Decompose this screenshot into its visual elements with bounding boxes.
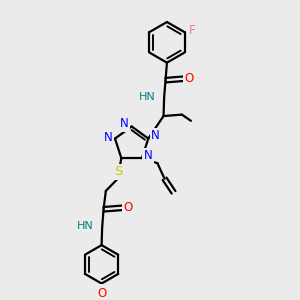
Text: O: O	[123, 201, 132, 214]
Text: F: F	[189, 24, 196, 37]
Text: O: O	[184, 72, 193, 85]
Text: N: N	[120, 117, 129, 130]
Text: HN: HN	[139, 92, 156, 101]
Text: S: S	[114, 165, 123, 178]
Text: O: O	[97, 287, 106, 300]
Text: N: N	[103, 131, 112, 144]
Text: N: N	[151, 129, 160, 142]
Text: HN: HN	[77, 221, 94, 231]
Text: N: N	[144, 149, 152, 162]
